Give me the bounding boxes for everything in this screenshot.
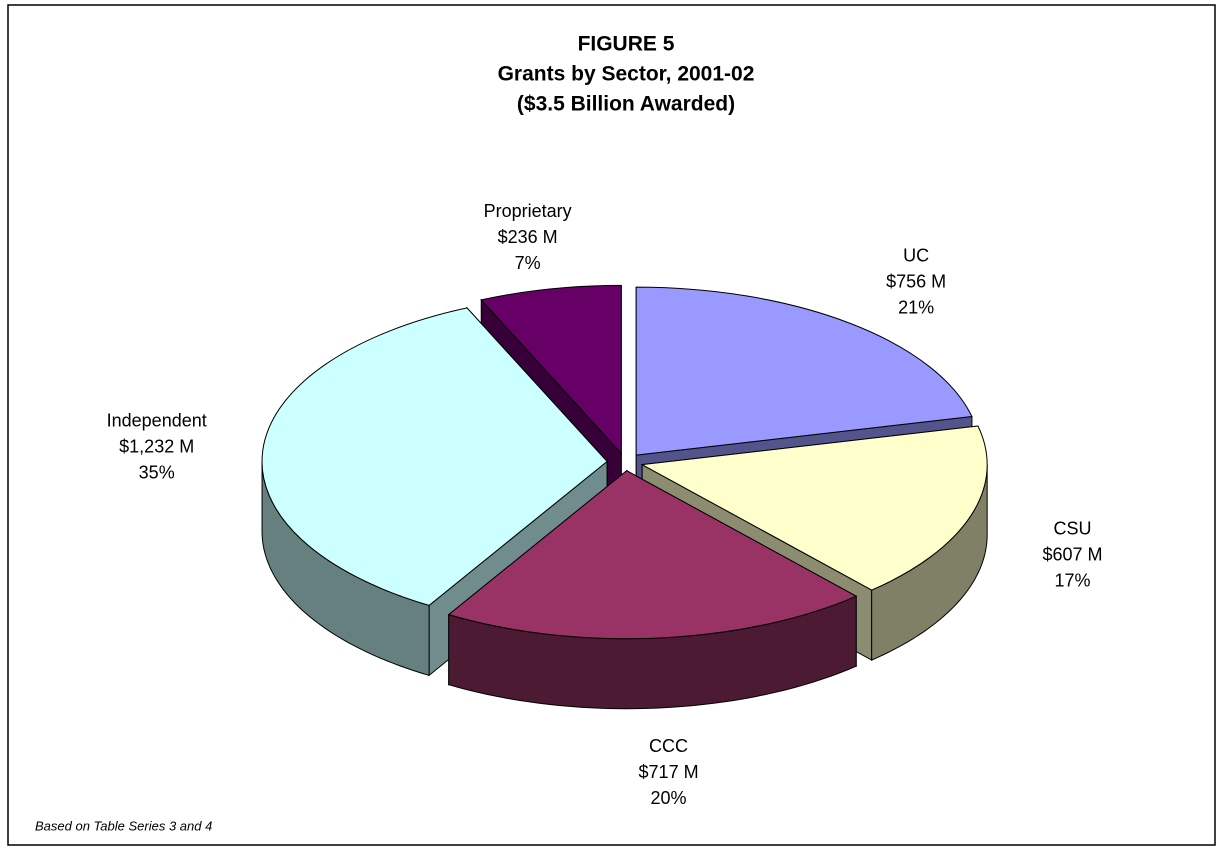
percent-label: 21% [898,298,934,318]
slice-label: CCC [649,736,688,756]
value-label: $756 M [886,272,946,292]
value-label: $717 M [639,762,699,782]
slice-label: Proprietary [484,201,572,221]
slice-label: Independent [107,411,207,431]
value-label: $607 M [1042,545,1102,565]
percent-label: 35% [139,463,175,483]
slice-label: UC [903,246,929,266]
slice [480,284,622,455]
value-label: $1,232 M [119,437,194,457]
slice [635,286,973,456]
slice-label: CSU [1053,519,1091,539]
footnote: Based on Table Series 3 and 4 [35,818,212,833]
slice [640,425,988,591]
chart-title: ($3.5 Billion Awarded) [517,93,735,116]
chart-title: Grants by Sector, 2001-02 [498,63,755,86]
percent-label: 7% [515,253,541,273]
value-label: $236 M [498,227,558,247]
percent-label: 20% [651,788,687,808]
percent-label: 17% [1054,571,1090,591]
slice [447,470,858,640]
slice [261,307,608,606]
chart-title: FIGURE 5 [578,33,675,56]
